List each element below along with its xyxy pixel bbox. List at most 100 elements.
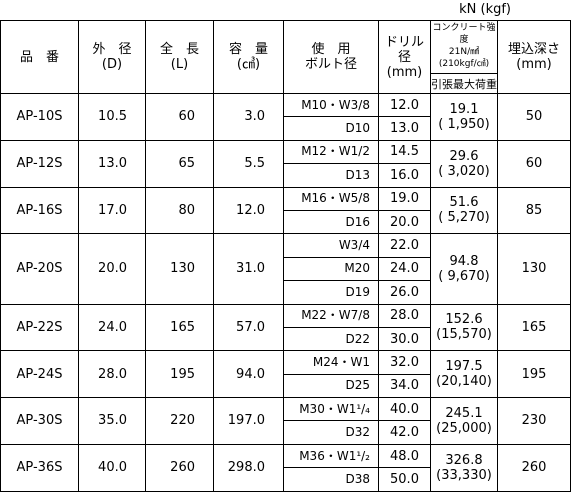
load-kgf: ( 5,270) [438,210,490,226]
table-row: AP-24S 28.0 195 94.0 M24・W1 32.0 197.5 (20,140)… [0,350,571,399]
load-kgf: (15,570) [436,327,492,343]
header-text: (mm) [386,64,423,80]
drill-cell: 13.0 [378,116,431,141]
diameter-cell: 20.0 [78,233,146,305]
volume-cell: 12.0 [213,186,284,235]
load-cell: 152.6 (15,570) [430,303,498,352]
load-kgf: ( 3,020) [438,163,490,179]
header-text: (mm) [516,57,552,72]
load-cell: 19.1( 1,950) [430,93,498,141]
length-cell: 60 [145,93,214,141]
product-cell: AP-24S [0,350,79,399]
product-cell: AP-12S [0,139,79,188]
load-kgf: (25,000) [436,420,492,436]
depth-cell: 85 [497,186,571,235]
drill-cell: 30.0 [378,326,431,352]
bolt-cell: D25 [283,373,379,399]
header-cell: 全 長 (L) [145,20,214,94]
table-row: D19 26.0 [1,280,571,305]
load-kn: 94.8 [449,253,479,269]
product-cell: AP-22S [0,303,79,352]
header-cell: 容 量 (㎤) [213,20,284,94]
product-cell: AP-10S [0,93,79,141]
volume-cell: 197.0 [213,397,284,445]
header-cell: 外 径 (D) [78,20,146,94]
header-text: 使 用 [311,42,351,57]
table-row: D16 20.0 [1,209,571,235]
drill-cell: 26.0 [378,280,431,305]
load-cell: 51.6( 5,270) [430,186,498,235]
length-cell: 195 [145,350,214,399]
load-kn: 51.6 [449,195,479,211]
bolt-cell: W3/4 [283,233,379,258]
bolt-cell: M10・W3/8 [283,92,379,118]
drill-cell: 40.0 [378,397,431,422]
load-kgf: (33,330) [436,467,492,483]
table-row: AP-10S 10.5 60 3.0 M10・W3/8 12.0 19.1( 1,950) 5… [0,92,571,141]
drill-cell: 42.0 [378,420,431,445]
header-text: 引張最大荷重 [431,73,497,92]
diameter-cell: 28.0 [78,350,146,399]
product-cell: AP-16S [0,186,79,235]
bolt-cell: D22 [283,326,379,352]
header-text: ドリル径 [384,34,424,65]
drill-cell: 16.0 [378,163,431,188]
depth-cell: 50 [497,93,571,141]
length-cell: 65 [145,139,214,188]
header-text: ボルト径 [304,57,357,72]
table-row: D25 34.0 [1,373,571,399]
volume-cell: 57.0 [213,303,284,352]
depth-cell: 195 [497,350,571,399]
header-cell: 埋込深さ (mm) [497,20,571,94]
bolt-cell: M30・W1¹/₄ [283,397,379,422]
header-text: 21N/㎟(210kgf/㎠) [438,47,490,69]
load-cell: 197.5 (20,140) [430,350,498,399]
drill-cell: 20.0 [378,209,431,235]
drill-cell: 24.0 [378,256,431,282]
diameter-cell: 10.5 [78,93,146,141]
load-kn: 326.8 [445,452,483,468]
header-text: 容 量 [228,42,268,57]
length-cell: 260 [145,443,214,492]
load-kn: 197.5 [445,359,483,375]
drill-cell: 19.0 [378,186,431,211]
drill-cell: 34.0 [378,373,431,399]
product-cell: AP-30S [0,397,79,445]
drill-cell: 32.0 [378,350,431,375]
bolt-cell: D38 [283,467,379,492]
header-text: (㎤) [236,57,261,72]
table-row: AP-12S 13.0 65 5.5 M12・W1/2 14.5 29.6( 3,020) 6… [0,139,571,188]
header-text: 全 長 [159,42,199,57]
diameter-cell: 17.0 [78,186,146,235]
product-cell: AP-20S [0,233,79,305]
header-cell: 品 番 [0,20,79,94]
header-cell: ドリル径 (mm) [378,20,431,94]
load-cell: 245.1 (25,000) [430,397,498,445]
length-cell: 165 [145,303,214,352]
volume-cell: 31.0 [213,233,284,305]
depth-cell: 60 [497,139,571,188]
header-text: (D) [101,57,123,72]
load-kn: 152.6 [445,312,483,328]
unit-label: kN (kgf) [459,2,511,17]
volume-cell: 298.0 [213,443,284,492]
drill-cell: 48.0 [378,443,431,469]
load-cell: 326.8 (33,330) [430,443,498,492]
depth-cell: 260 [497,443,571,492]
drill-cell: 12.0 [378,92,431,118]
length-cell: 80 [145,186,214,235]
table-row: M20 24.0 [1,256,571,282]
load-kn: 29.6 [449,148,479,164]
table-row: AP-30S 35.0 220 197.0 M30・W1¹/₄ 40.0 245.1 (25,… [0,397,571,445]
table-row: D32 42.0 [1,420,571,445]
bolt-cell: D10 [283,116,379,141]
length-cell: 130 [145,233,214,305]
bolt-cell: M24・W1 [283,350,379,375]
diameter-cell: 35.0 [78,397,146,445]
bolt-cell: D19 [283,280,379,305]
drill-cell: 50.0 [378,467,431,492]
diameter-cell: 13.0 [78,139,146,188]
load-cell: 29.6( 3,020) [430,139,498,188]
bolt-cell: M16・W5/8 [283,186,379,211]
